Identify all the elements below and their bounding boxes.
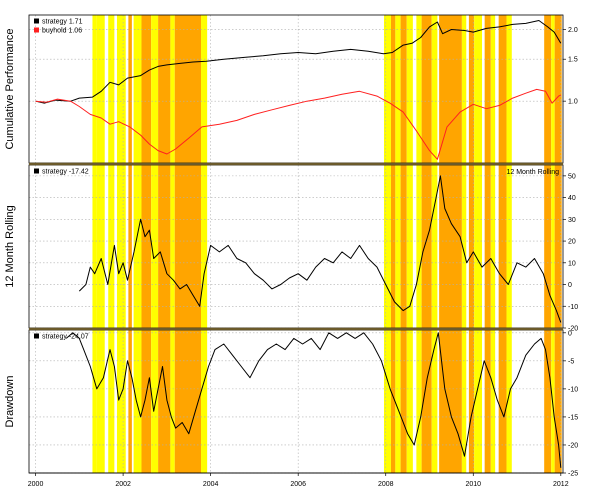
shade-region xyxy=(484,15,491,473)
shade-region xyxy=(141,15,152,473)
shade-region xyxy=(551,15,555,473)
y-tick-label: 0 xyxy=(568,330,572,337)
shade-region xyxy=(133,15,142,473)
shade-region xyxy=(128,15,132,473)
y-tick-label: -5 xyxy=(568,358,574,365)
legend-swatch xyxy=(34,168,39,174)
x-tick-label: 2004 xyxy=(203,481,219,488)
y-tick-label: 30 xyxy=(568,217,576,224)
x-tick-label: 2010 xyxy=(465,481,481,488)
shade-region xyxy=(431,15,438,473)
panel-ylabel: Drawdown xyxy=(4,376,16,428)
shade-region xyxy=(383,15,391,473)
shade-region xyxy=(406,15,413,473)
panel-ylabel: 12 Month Rolling xyxy=(4,205,16,288)
series-line-strategy xyxy=(35,20,562,104)
shade-region xyxy=(498,15,507,473)
legend-label: strategy -17.42 xyxy=(42,169,89,176)
shade-region xyxy=(201,15,208,473)
shade-region xyxy=(474,15,483,473)
legend-label: strategy 1.71 xyxy=(42,19,83,26)
shade-region xyxy=(96,15,105,473)
shade-region xyxy=(490,15,496,473)
y-tick-label: 40 xyxy=(568,195,576,202)
legend-swatch xyxy=(34,333,39,339)
y-tick-label: 2.0 xyxy=(568,27,578,34)
x-tick-label: 2008 xyxy=(378,481,394,488)
y-tick-label: -10 xyxy=(568,386,578,393)
shade-region xyxy=(108,15,115,473)
shade-region xyxy=(92,15,97,473)
legend-label: strategy -24.07 xyxy=(42,334,89,341)
y-tick-label: -25 xyxy=(568,471,578,478)
shade-region xyxy=(439,15,462,473)
x-tick-label: 2012 xyxy=(553,481,569,488)
grid-lines xyxy=(29,15,563,163)
x-tick-label: 2000 xyxy=(28,481,44,488)
shade-region xyxy=(468,15,475,473)
shade-region xyxy=(116,15,126,473)
y-tick-label: -20 xyxy=(568,326,578,333)
series-line-strategy xyxy=(65,332,562,468)
x-tick-label: 2006 xyxy=(290,481,306,488)
grid-lines xyxy=(29,165,563,329)
panel-right-label: 12 Month Rolling xyxy=(506,169,559,176)
shade-region xyxy=(554,15,562,473)
shade-region xyxy=(461,15,467,473)
y-tick-label: -20 xyxy=(568,442,578,449)
shade-region xyxy=(170,15,175,473)
x-tick-label: 2002 xyxy=(115,481,131,488)
y-tick-label: 10 xyxy=(568,260,576,267)
legend-label: buyhold 1.06 xyxy=(42,28,82,35)
shade-region xyxy=(151,15,159,473)
legend-swatch xyxy=(34,18,39,24)
y-tick-label: -10 xyxy=(568,304,578,311)
y-tick-label: -15 xyxy=(568,414,578,421)
shade-region xyxy=(390,15,396,473)
legend-swatch xyxy=(34,27,39,33)
series-line-buyhold xyxy=(35,88,562,160)
shade-region xyxy=(158,15,171,473)
shade-region xyxy=(421,15,432,473)
x-axis: 2000 2002 2004 2006 2008 2010 2012 xyxy=(28,472,569,488)
shade-region xyxy=(506,15,512,473)
y-tick-label: 20 xyxy=(568,239,576,246)
panel-ylabel: Cumulative Performance xyxy=(4,28,16,149)
shade-region xyxy=(544,15,552,473)
series-line-strategy xyxy=(78,175,562,323)
shade-region xyxy=(400,15,407,473)
shading-regions xyxy=(92,15,562,473)
shade-region xyxy=(174,15,202,473)
shade-region xyxy=(395,15,401,473)
y-tick-label: 0 xyxy=(568,282,572,289)
y-tick-label: 50 xyxy=(568,173,576,180)
shade-region xyxy=(416,15,422,473)
y-tick-label: 1.5 xyxy=(568,57,578,64)
y-tick-label: 1.0 xyxy=(568,99,578,106)
